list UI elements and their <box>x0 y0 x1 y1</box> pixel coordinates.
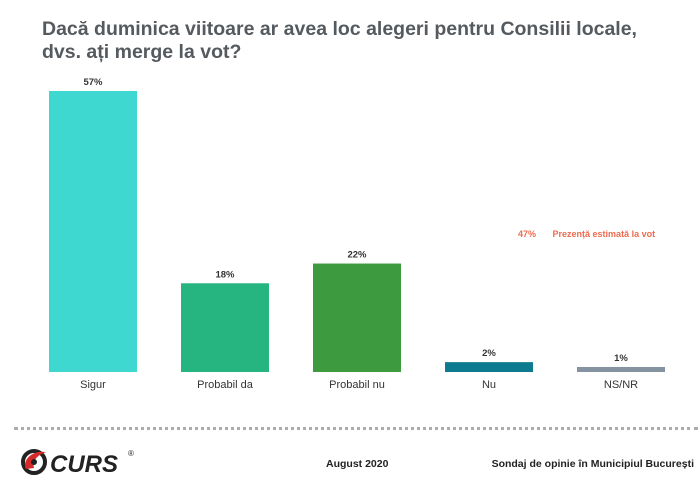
data-label: 57% <box>83 77 103 88</box>
survey-date: August 2020 <box>326 458 389 470</box>
category-label: Nu <box>482 379 496 391</box>
bar-chart: 57% Sigur 18% Probabil da 22% Probabil nu 2% Nu… <box>49 77 665 391</box>
turnout-annotation-value: 47% <box>518 229 537 239</box>
chart-title-line-1: Dacă duminica viitoare ar avea loc alege… <box>42 18 637 40</box>
turnout-annotation-text: Prezență estimată la vot <box>552 229 656 239</box>
category-label: NS/NR <box>604 379 638 391</box>
chart-title-line-2: dvs. ați merge la vot? <box>42 41 242 63</box>
category-label: Probabil da <box>197 379 254 391</box>
bar-ns-nr <box>577 367 665 372</box>
data-label: 1% <box>614 353 628 364</box>
bar-nu <box>445 362 533 372</box>
bar-sigur <box>49 91 137 372</box>
category-label: Sigur <box>80 379 106 391</box>
curs-logo-text: CURS <box>50 451 118 476</box>
footer-divider <box>14 427 698 430</box>
chart-title: Dacă duminica viitoare ar avea loc alege… <box>42 18 662 64</box>
curs-logo-registered-mark: ® <box>128 449 134 458</box>
data-label: 2% <box>482 348 496 359</box>
category-label: Probabil nu <box>329 379 385 391</box>
bar-probabil-nu <box>313 263 401 372</box>
turnout-annotation: 47% Prezență estimată la vot <box>518 229 655 239</box>
curs-logo: CURS ® <box>21 449 134 476</box>
data-label: 22% <box>347 250 367 261</box>
data-label: 18% <box>215 269 235 280</box>
curs-logo-emblem-icon <box>21 449 47 475</box>
survey-source: Sondaj de opinie în Municipiul București <box>491 458 694 470</box>
bar-probabil-da <box>181 283 269 372</box>
